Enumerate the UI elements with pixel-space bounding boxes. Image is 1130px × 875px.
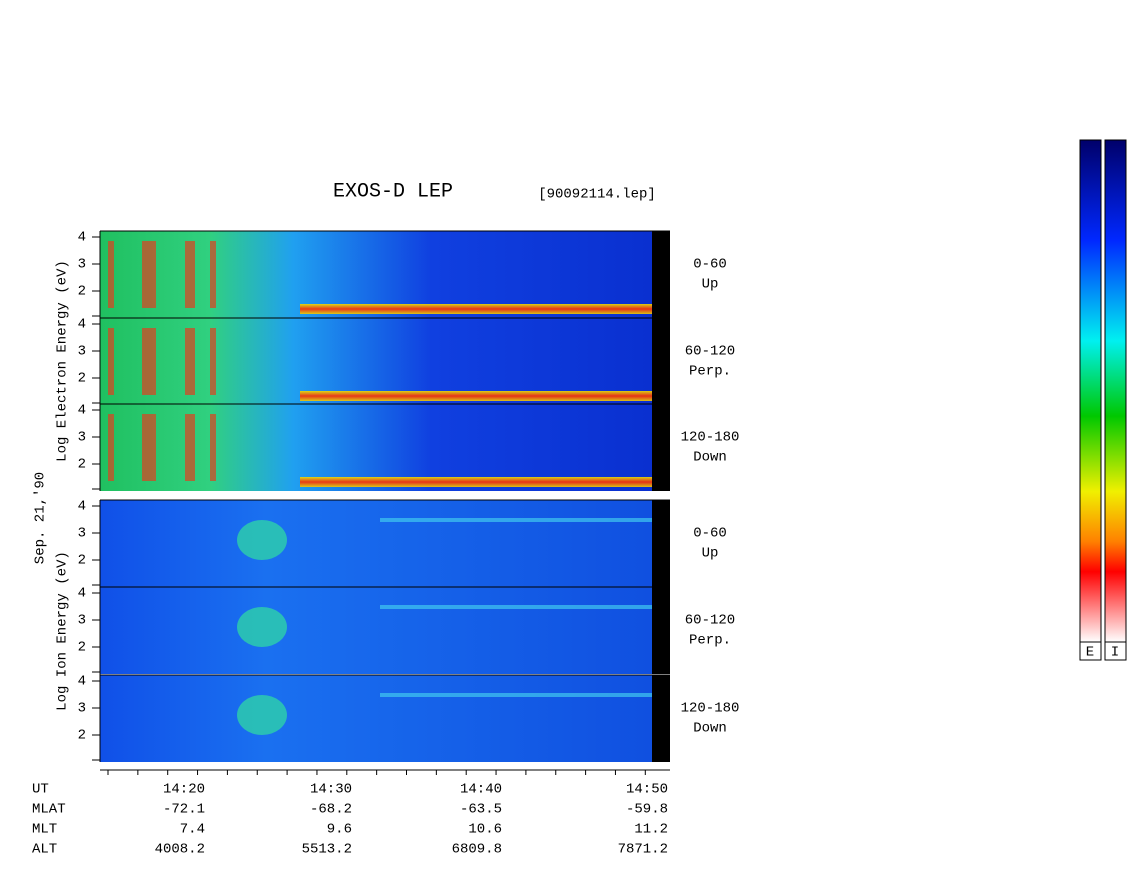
data-gap (652, 231, 670, 318)
spectrogram (100, 675, 652, 762)
y-tick-label: 3 (78, 701, 86, 717)
colorbar-label: E (1086, 645, 1094, 661)
spectrogram (100, 587, 652, 674)
orbit-value: 14:30 (310, 782, 352, 798)
y-tick-label: 4 (78, 499, 86, 515)
spectrogram-band (300, 304, 652, 314)
y-tick-label: 2 (78, 728, 86, 744)
spectrogram-blob (142, 328, 156, 395)
direction-label: Perp. (689, 364, 731, 380)
data-gap (652, 500, 670, 587)
orbit-value: -68.2 (310, 802, 352, 818)
orbit-value: -59.8 (626, 802, 668, 818)
spectrogram-band (300, 477, 652, 487)
spectrogram-blob (237, 607, 287, 647)
orbit-value: 11.2 (634, 822, 668, 838)
spectrogram-blob (210, 414, 216, 481)
spectrogram-line (380, 518, 652, 522)
file-name: [90092114.lep] (538, 187, 656, 203)
spectrogram-blob (185, 241, 195, 308)
y-tick-label: 3 (78, 430, 86, 446)
title: EXOS-D LEP (333, 180, 453, 203)
y-tick-label: 2 (78, 284, 86, 300)
direction-label: Up (702, 546, 719, 562)
angle-label: 0-60 (693, 526, 727, 542)
y-tick-label: 4 (78, 586, 86, 602)
spectrogram-blob (237, 520, 287, 560)
orbit-value: 10.6 (468, 822, 502, 838)
y-tick-label: 3 (78, 257, 86, 273)
spectrogram-blob (185, 328, 195, 395)
y-tick-label: 4 (78, 230, 86, 246)
orbit-value: 14:20 (163, 782, 205, 798)
spectrogram-blob (108, 414, 114, 481)
colorbar-label-box (1104, 641, 1127, 661)
orbit-value: 7871.2 (618, 842, 668, 858)
spectrogram (100, 500, 652, 587)
spectrogram-line (380, 693, 652, 697)
orbit-value: 14:40 (460, 782, 502, 798)
colorbars: E I (1079, 139, 1127, 661)
y-tick-label: 4 (78, 674, 86, 690)
spectrogram-blob (185, 414, 195, 481)
y-axis-label: Log Electron Energy (eV) (55, 260, 71, 462)
data-gap (652, 587, 670, 674)
orbit-value: 4008.2 (155, 842, 205, 858)
y-axis-label: Log Ion Energy (eV) (55, 551, 71, 711)
orbit-value: -72.1 (163, 802, 205, 818)
colorbar-label: I (1111, 645, 1119, 661)
spectrogram-band (300, 391, 652, 401)
y-tick-label: 2 (78, 553, 86, 569)
direction-label: Down (693, 450, 727, 466)
orbit-value: 5513.2 (302, 842, 352, 858)
direction-label: Up (702, 277, 719, 293)
orbit-label: MLT (32, 822, 57, 838)
spectrogram-blob (210, 241, 216, 308)
y-tick-label: 3 (78, 613, 86, 629)
orbit-value: 7.4 (180, 822, 205, 838)
orbit-value: -63.5 (460, 802, 502, 818)
orbit-value: 14:50 (626, 782, 668, 798)
spectrogram-blob (142, 241, 156, 308)
data-gap (652, 675, 670, 762)
orbit-value: 6809.8 (452, 842, 502, 858)
spectrogram-blob (237, 695, 287, 735)
spectrogram-line (380, 605, 652, 609)
colorbar (1079, 139, 1102, 643)
angle-label: 60-120 (685, 613, 735, 629)
data-gap (652, 404, 670, 491)
y-tick-label: 2 (78, 640, 86, 656)
direction-label: Perp. (689, 633, 731, 649)
angle-label: 0-60 (693, 257, 727, 273)
y-tick-label: 3 (78, 526, 86, 542)
date: Sep. 21,'90 (33, 472, 49, 564)
colorbar (1104, 139, 1127, 643)
spectrogram-blob (108, 241, 114, 308)
orbit-label: MLAT (32, 802, 66, 818)
spectrogram-blob (210, 328, 216, 395)
spectrogram-blob (108, 328, 114, 395)
colorbar-label-box (1079, 641, 1102, 661)
orbit-label: ALT (32, 842, 57, 858)
spectrogram-blob (142, 414, 156, 481)
y-tick-label: 3 (78, 344, 86, 360)
data-gap (652, 318, 670, 405)
y-tick-label: 2 (78, 457, 86, 473)
y-tick-label: 2 (78, 371, 86, 387)
angle-label: 120-180 (681, 430, 740, 446)
angle-label: 60-120 (685, 344, 735, 360)
angle-label: 120-180 (681, 701, 740, 717)
y-tick-label: 4 (78, 317, 86, 333)
direction-label: Down (693, 721, 727, 737)
orbit-value: 9.6 (327, 822, 352, 838)
orbit-label: UT (32, 782, 49, 798)
y-tick-label: 4 (78, 403, 86, 419)
